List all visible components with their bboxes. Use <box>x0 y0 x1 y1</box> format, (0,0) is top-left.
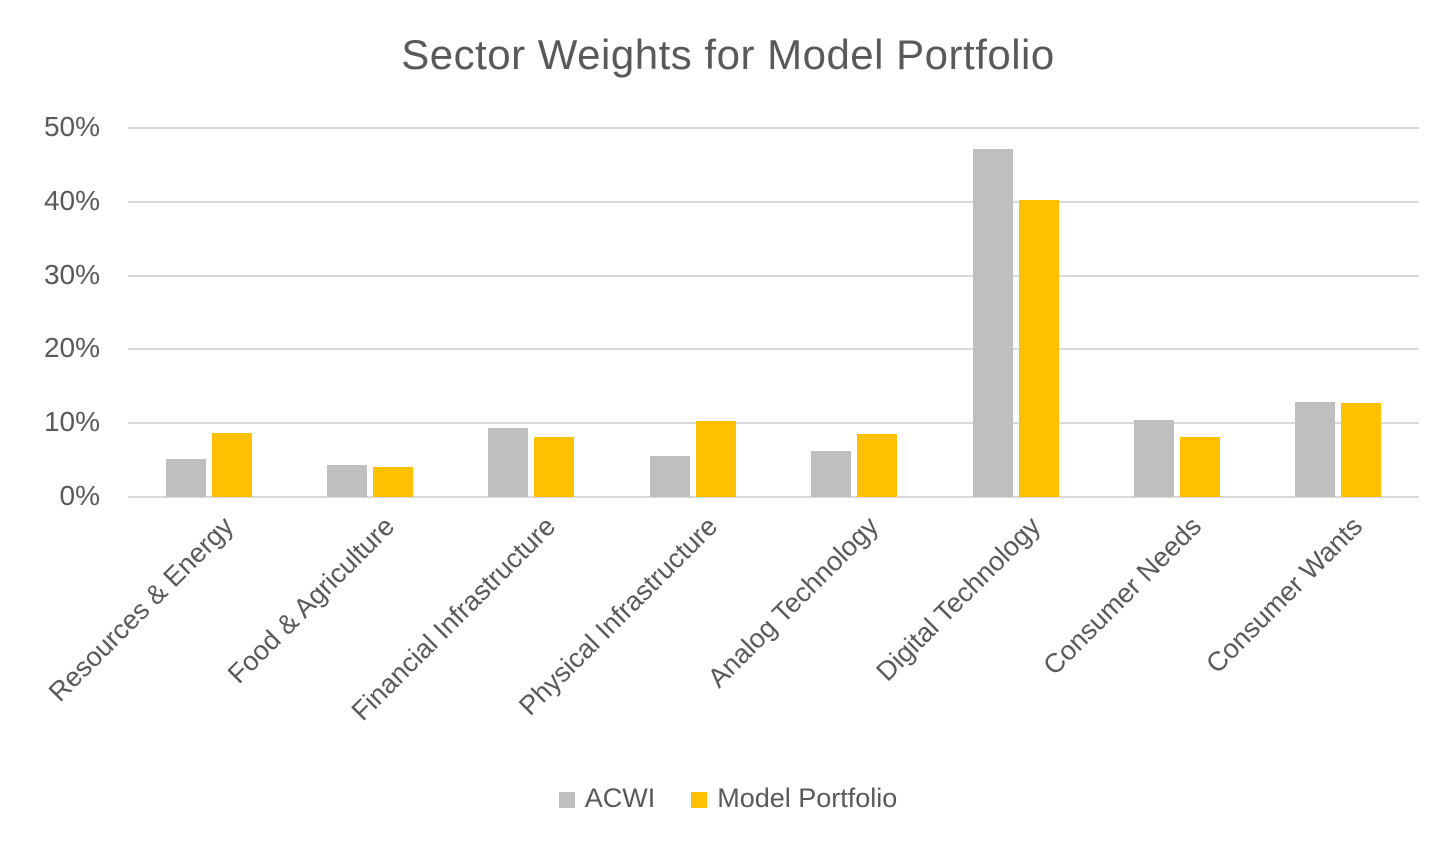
gridline-10% <box>128 422 1419 425</box>
bar-acwi <box>811 451 852 497</box>
bar-model-portfolio <box>695 421 736 497</box>
bar-acwi <box>488 428 529 497</box>
y-tick-label: 50% <box>43 111 100 142</box>
bar-model-portfolio <box>373 466 414 497</box>
legend-label: ACWI <box>584 783 656 813</box>
y-tick-label: 30% <box>43 258 100 290</box>
y-tick-label: 10% <box>43 406 100 438</box>
gridline-40% <box>128 200 1419 203</box>
y-tick-label: 20% <box>43 332 100 364</box>
gridline-20% <box>128 348 1419 351</box>
bar-acwi <box>1295 401 1336 497</box>
y-tick-label: 40% <box>43 184 100 216</box>
legend-label: Model Portfolio <box>717 783 898 813</box>
y-tick-label: 0% <box>59 480 100 511</box>
bar-acwi <box>972 149 1013 497</box>
bar-model-portfolio <box>1341 403 1382 497</box>
bar-model-portfolio <box>1018 199 1059 497</box>
plot-area <box>128 127 1419 498</box>
bar-model-portfolio <box>1179 437 1220 497</box>
bar-model-portfolio <box>211 432 252 497</box>
x-category-label: Analog Technology <box>702 511 885 694</box>
legend-swatch-icon <box>558 792 575 808</box>
bar-group <box>935 128 1096 497</box>
bar-group <box>612 128 773 497</box>
bar-acwi <box>327 465 368 497</box>
chart-title: Sector Weights for Model Portfolio <box>401 31 1055 78</box>
bar-acwi <box>649 456 690 497</box>
bar-group <box>1258 128 1419 497</box>
legend-item-model-portfolio: Model Portfolio <box>691 783 897 814</box>
bar-group <box>289 128 450 497</box>
bar-group <box>451 128 612 497</box>
gridline-0% <box>128 496 1419 498</box>
bar-group <box>128 128 289 497</box>
gridline-50% <box>128 127 1419 129</box>
bar-acwi <box>1133 419 1174 497</box>
legend-item-acwi: ACWI <box>558 783 656 814</box>
x-category-label: Food & Agriculture <box>221 511 401 690</box>
bar-model-portfolio <box>857 433 898 497</box>
bar-model-portfolio <box>534 437 575 497</box>
y-axis-labels: 0% 10% 20% 30% 40% 50% <box>0 0 100 857</box>
x-category-label: Consumer Wants <box>1200 511 1369 679</box>
gridline-30% <box>128 274 1419 277</box>
bar-acwi <box>165 459 206 497</box>
x-category-label: Digital Technology <box>869 511 1046 687</box>
bar-group <box>1096 128 1257 497</box>
legend: ACWI Model Portfolio <box>0 783 1456 814</box>
x-category-label: Consumer Needs <box>1037 511 1208 681</box>
bar-group <box>774 128 935 497</box>
legend-swatch-icon <box>691 792 708 808</box>
